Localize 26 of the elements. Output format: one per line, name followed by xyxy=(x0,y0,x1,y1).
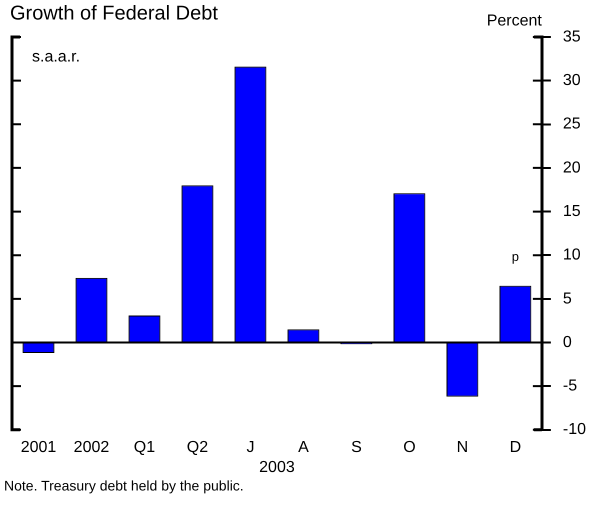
x-tick-label: A xyxy=(298,438,310,456)
y-tick-label: -5 xyxy=(562,378,578,395)
y-axis-title: Percent xyxy=(486,12,542,30)
annotation: s.a.a.r. xyxy=(32,48,80,66)
x-tick-label: 2001 xyxy=(20,438,56,456)
chart-title: Growth of Federal Debt xyxy=(10,2,218,25)
x-tick-label: O xyxy=(403,438,416,456)
x-tick-label: Q2 xyxy=(186,438,208,456)
text: Note. Treasury debt held by the public. xyxy=(4,478,244,494)
y-tick-label: -10 xyxy=(562,421,586,438)
x-tick-label: Q1 xyxy=(134,438,156,456)
y-tick-label: 20 xyxy=(562,159,581,176)
y-tick-label: 15 xyxy=(562,202,581,220)
y-tick-label: 30 xyxy=(562,72,581,90)
y-tick-label: 25 xyxy=(562,116,581,133)
x-tick-label: D xyxy=(510,438,522,456)
annotation: p xyxy=(512,248,519,264)
text: 2003 xyxy=(259,459,295,476)
x-tick-label: S xyxy=(351,438,362,456)
x-tick-label: N xyxy=(456,438,468,456)
y-tick-label: 35 xyxy=(562,28,581,46)
x-tick-label: 2002 xyxy=(74,438,110,456)
y-tick-label: 5 xyxy=(562,290,572,308)
y-tick-label: 10 xyxy=(562,246,581,264)
y-tick-label: 0 xyxy=(562,334,572,351)
x-tick-label: J xyxy=(246,438,254,456)
